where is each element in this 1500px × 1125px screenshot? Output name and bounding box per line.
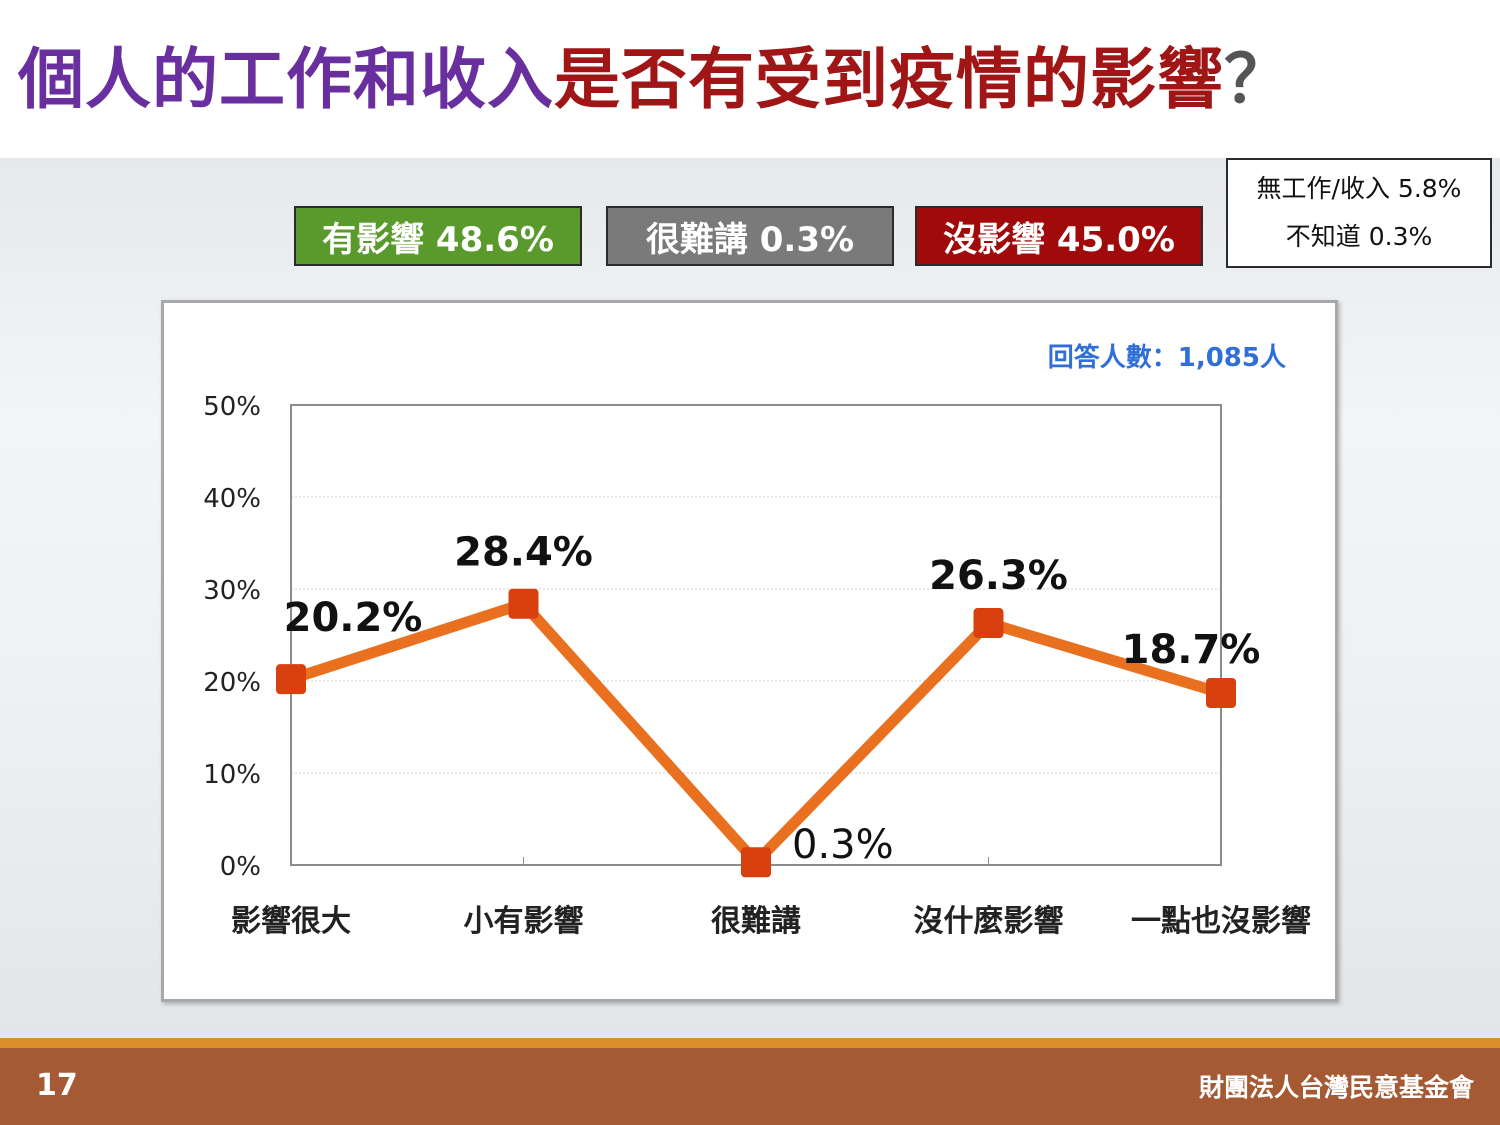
chart-frame: 0% 10% 20% 30% 40% 50% 影響很大 小有影響 很難講 沒什麼影響 一點也沒影響 2… bbox=[161, 300, 1338, 1002]
data-point-marker bbox=[508, 588, 539, 619]
y-tick-label: 0% bbox=[220, 852, 261, 882]
x-category-label: 很難講 bbox=[711, 904, 801, 939]
page-number: 17 bbox=[36, 1068, 78, 1103]
data-point-marker bbox=[973, 608, 1004, 639]
footer-stripe bbox=[0, 1038, 1500, 1048]
y-tick-label: 50% bbox=[203, 392, 261, 422]
respondent-count: 回答人數：1,085人 bbox=[1048, 342, 1286, 373]
x-category-label: 影響很大 bbox=[231, 904, 351, 939]
y-tick-label: 20% bbox=[203, 668, 261, 698]
organization-name: 財團法人台灣民意基金會 bbox=[1198, 1073, 1474, 1102]
series-line bbox=[285, 598, 1227, 868]
note-no-work: 無工作/收入 5.8% bbox=[1256, 174, 1462, 203]
line-chart: 0% 10% 20% 30% 40% 50% 影響很大 小有影響 很難講 沒什麼影響 一點也沒影響 2… bbox=[203, 342, 1311, 939]
note-dont-know: 不知道 0.3% bbox=[1285, 222, 1433, 251]
x-category-label: 一點也沒影響 bbox=[1131, 904, 1311, 939]
title-part-3: ？ bbox=[1224, 41, 1291, 118]
x-category-label: 小有影響 bbox=[464, 904, 584, 939]
slide-title: 個人的工作和收入是否有受到疫情的影響？ bbox=[18, 40, 1291, 120]
y-tick-label: 30% bbox=[203, 576, 261, 606]
footer-bar bbox=[0, 1048, 1500, 1125]
y-tick-label: 40% bbox=[203, 484, 261, 514]
data-label: 18.7% bbox=[1122, 627, 1261, 673]
title-part-2: 是否有受到疫情的影響 bbox=[554, 41, 1224, 118]
data-label: 0.3% bbox=[792, 822, 894, 868]
data-label: 20.2% bbox=[284, 595, 423, 641]
data-label: 26.3% bbox=[929, 553, 1068, 599]
title-bar: 個人的工作和收入是否有受到疫情的影響？ bbox=[0, 0, 1500, 158]
data-point-marker bbox=[276, 664, 306, 695]
data-point-marker bbox=[1206, 677, 1236, 708]
y-tick-label: 10% bbox=[203, 760, 261, 790]
summary-affected-badge: 有影響 48.6% bbox=[294, 206, 582, 266]
x-category-label: 沒什麼影響 bbox=[914, 904, 1064, 939]
data-point-marker bbox=[741, 847, 771, 878]
summary-hard-to-say-badge: 很難講 0.3% bbox=[606, 206, 894, 266]
summary-not-affected-badge: 沒影響 45.0% bbox=[915, 206, 1203, 266]
note-box: 無工作/收入 5.8% 不知道 0.3% bbox=[1226, 158, 1492, 268]
title-part-1: 個人的工作和收入 bbox=[18, 41, 554, 118]
data-label: 28.4% bbox=[454, 530, 593, 576]
